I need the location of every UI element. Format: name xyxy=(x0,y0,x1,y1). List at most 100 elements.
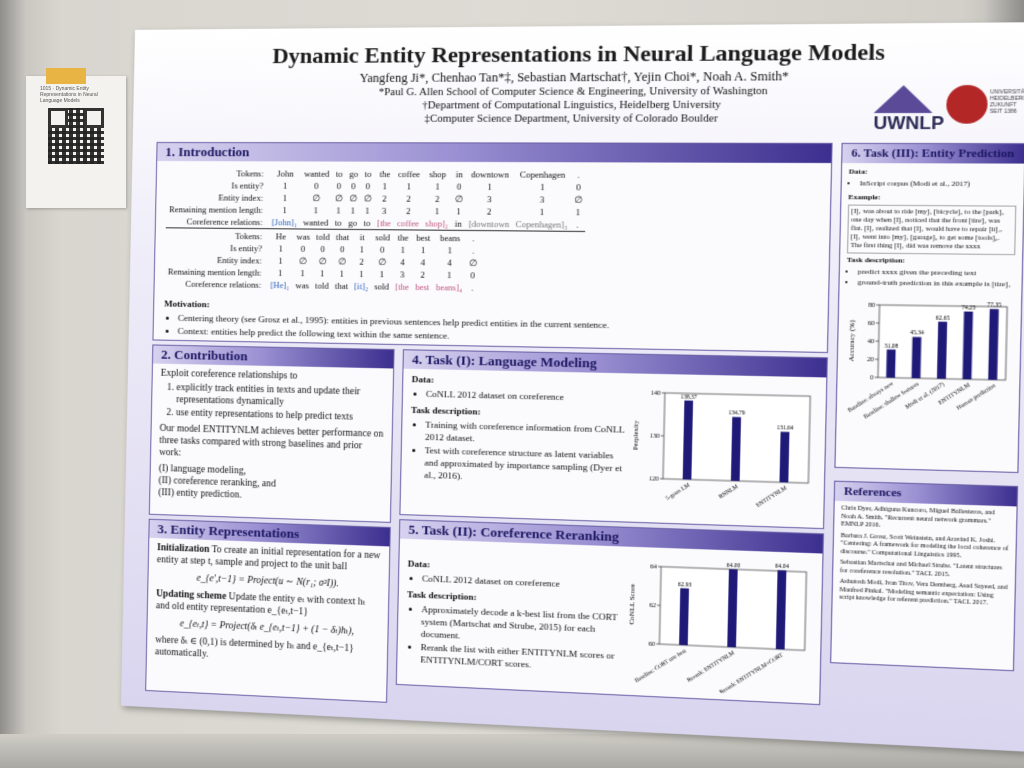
coref-cell: ∅ xyxy=(332,255,352,267)
coref-cell: shop]₂ xyxy=(422,217,451,230)
y-axis-label: CoNLL Score xyxy=(627,584,637,625)
coref-cell: shop xyxy=(423,168,452,180)
coref-cell: John xyxy=(270,167,302,179)
coref-cell: Copenhagen]₃ xyxy=(512,218,570,231)
panel-contribution: 2. Contribution Exploit coreference rela… xyxy=(149,344,395,522)
coref-cell: 1 xyxy=(269,180,301,192)
coref-cell: ∅ xyxy=(346,192,361,204)
coref-cell: it xyxy=(352,231,372,243)
coref-cell: 0 xyxy=(301,180,333,192)
coref-cell: 1 xyxy=(413,244,434,257)
y-axis-label: Perplexity xyxy=(631,419,640,450)
equation-note: where δₜ ∈ (0,1) is determined by hₜ and… xyxy=(155,634,379,668)
coref-cell: ∅ xyxy=(466,257,480,270)
y-tick-label: 60 xyxy=(868,321,875,328)
bar xyxy=(779,432,789,483)
data-label: 131.64 xyxy=(777,425,794,432)
data-label: 31.08 xyxy=(884,343,898,350)
panel-entity: 3. Entity Representations Initialization… xyxy=(145,519,391,703)
y-tick-label: 130 xyxy=(650,434,660,441)
coref-cell: He xyxy=(268,230,293,242)
coref-cell: 2 xyxy=(465,205,513,218)
panel-task1: 4. Task (I): Language Modeling Data: CoN… xyxy=(399,349,828,529)
data-label: 74.23 xyxy=(961,305,976,312)
y-tick-label: 20 xyxy=(867,357,874,364)
coref-cell: ∅ xyxy=(452,193,466,205)
qr-code-icon xyxy=(48,108,104,164)
data-label: 62.65 xyxy=(936,315,951,322)
coref-cell: . xyxy=(570,218,585,231)
coref-cell: ∅ xyxy=(300,192,332,204)
init-label: Initialization xyxy=(157,543,210,555)
coref-cell: 1 xyxy=(513,206,571,219)
coref-cell: go xyxy=(345,217,360,230)
heading-contribution: 2. Contribution xyxy=(153,345,394,368)
task3-example-label: Example: xyxy=(848,193,1017,204)
coref-cell: to xyxy=(331,217,345,230)
y-tick-label: 120 xyxy=(649,477,659,484)
row-label: Is entity? xyxy=(167,179,270,192)
coref-cell: 0 xyxy=(332,180,346,192)
coref-cell: beans xyxy=(434,232,467,245)
coref-score-chart: 60 62 64 CoNLL Score 62.93 Baseline: CORT one… xyxy=(624,553,814,697)
x-tick-label: Baseline: CORT one best xyxy=(634,648,688,685)
y-tick-label: 0 xyxy=(870,376,874,382)
coref-cell: 2 xyxy=(412,268,433,281)
coref-cell: 1 xyxy=(393,244,413,256)
coref-cell: 1 xyxy=(332,267,352,279)
coref-cell: 0 xyxy=(465,269,479,282)
coref-cell: 1 xyxy=(300,204,332,216)
coref-cell: to xyxy=(361,168,375,180)
task3-data: InScript corpus (Modi et al., 2017) xyxy=(860,179,1017,189)
mountain-logo-icon xyxy=(874,85,933,113)
panel-introduction: 1. Introduction Tokens: John wanted to go to t… xyxy=(152,142,832,353)
bar xyxy=(731,417,741,481)
board-frame-left xyxy=(0,0,26,768)
bar xyxy=(886,349,895,377)
coref-cell: . xyxy=(465,281,479,294)
coref-cell: 3 xyxy=(374,205,394,217)
coref-cell: 1 xyxy=(312,267,332,279)
coref-cell: best xyxy=(413,232,434,245)
task1-desc-item: Test with coreference structure as laten… xyxy=(424,444,627,487)
poster-title: Dynamic Entity Representations in Neural… xyxy=(134,37,1024,70)
coref-cell: coffee xyxy=(395,168,423,180)
coref-cell: ∅ xyxy=(372,256,393,269)
heading-references: References xyxy=(835,482,1017,507)
coref-cell: told xyxy=(313,231,333,243)
coref-table-1: Tokens: John wanted to go to the coffee shop in do… xyxy=(166,167,586,232)
update-label: Updating scheme xyxy=(156,589,226,602)
coref-cell: 1 xyxy=(269,204,301,216)
coref-cell: 1 xyxy=(293,267,313,279)
task3-desc-item: ground-truth prediction in this example … xyxy=(857,278,1014,290)
coref-cell: 2 xyxy=(374,192,394,204)
coref-cell: told xyxy=(312,279,332,291)
y-tick-label: 60 xyxy=(648,642,655,649)
panel-references: References Chris Dyer, Adhiguna Kuncoro,… xyxy=(830,481,1018,672)
poster-authors: Yangfeng Ji*, Chenhao Tan*‡, Sebastian M… xyxy=(134,67,1024,86)
contribution-point: explicitly track entities in texts and u… xyxy=(176,382,384,411)
data-label: 77.35 xyxy=(987,302,1002,309)
y-tick-label: 40 xyxy=(867,339,874,346)
entity-prediction-chart: 020406080Accuracy (%) 31.08Baseline: alwa… xyxy=(843,292,1014,434)
coref-cell: 1 xyxy=(395,180,423,192)
coref-cell: 1 xyxy=(422,205,451,218)
coref-cell: 1 xyxy=(433,244,466,257)
row-label: Tokens: xyxy=(165,229,268,242)
coref-cell: wanted xyxy=(301,168,333,180)
coref-cell: 1 xyxy=(433,269,466,282)
coref-cell: [He]₁ xyxy=(267,279,292,292)
task3-desc-label: Task description: xyxy=(847,256,1015,267)
coref-cell: ∅ xyxy=(360,192,374,204)
coref-cell: that xyxy=(332,280,352,292)
coref-cell: was xyxy=(293,230,313,242)
coref-cell: 2 xyxy=(394,205,422,217)
coref-cell: 2 xyxy=(394,192,422,204)
reference-item: Sebastian Martschat and Michael Strube. … xyxy=(840,559,1008,581)
task1-data: CoNLL 2012 dataset on coreference xyxy=(426,388,628,405)
heading-introduction: 1. Introduction xyxy=(157,143,831,163)
coref-cell: the xyxy=(393,231,413,243)
coref-cell: . xyxy=(466,232,480,244)
row-label: Coreference relations: xyxy=(164,277,267,290)
reference-item: Barbara J. Grosz, Scott Weinstein, and A… xyxy=(840,532,1009,562)
